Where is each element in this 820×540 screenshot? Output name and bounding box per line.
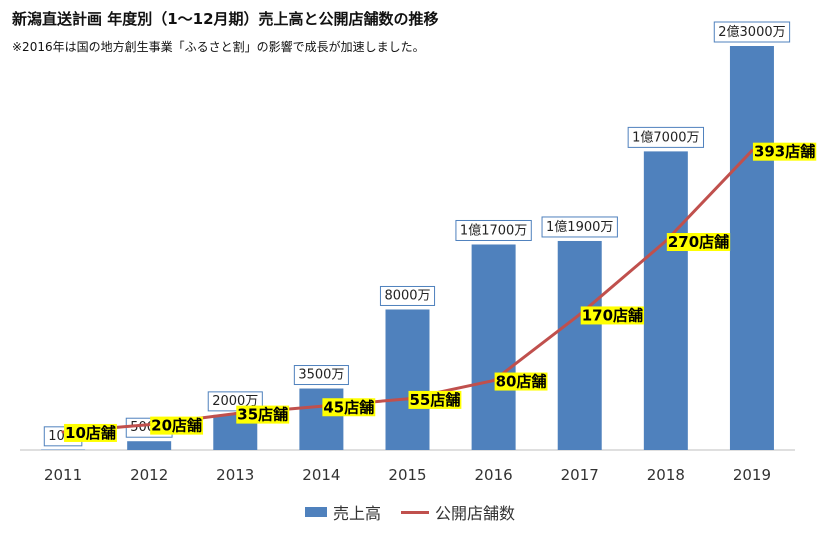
chart-subtitle: ※2016年は国の地方創生事業「ふるさと割」の影響で成長が加速しました。 <box>12 40 425 54</box>
point-stores-2017 <box>578 312 582 316</box>
point-stores-2014 <box>319 404 323 408</box>
legend: 売上高 公開店舗数 <box>0 500 820 524</box>
bar-sales-2012 <box>127 441 172 450</box>
line-label-stores-2011: 10店舗 <box>65 424 116 442</box>
x-tick-label-2013: 2013 <box>216 466 254 484</box>
legend-item-stores: 公開店舗数 <box>401 500 515 524</box>
bar-label-box-2016 <box>455 219 532 241</box>
bar-label-sales-2019: 2億3000万 <box>718 24 785 40</box>
line-label-highlight-2013 <box>236 405 290 424</box>
line-label-highlight-2016 <box>494 372 548 391</box>
x-tick-label-2014: 2014 <box>302 466 340 484</box>
bar-label-box-2014 <box>293 365 349 386</box>
bar-label-box-2018 <box>627 126 705 148</box>
bar-label-sales-2016: 1億1700万 <box>460 222 527 238</box>
chart-title: 新潟直送計画 年度別（1〜12月期）売上高と公開店舗数の推移 <box>12 10 439 28</box>
x-tick-label-2011: 2011 <box>44 466 82 484</box>
line-label-stores-2016: 80店舗 <box>496 373 547 391</box>
x-tick-label-2018: 2018 <box>647 466 685 484</box>
line-label-highlight-2015 <box>408 390 462 409</box>
line-label-highlight-2014 <box>322 398 376 417</box>
x-tick-label-2015: 2015 <box>388 466 426 484</box>
bar-sales-2019 <box>729 46 774 450</box>
bar-label-sales-2015: 8000万 <box>384 288 430 303</box>
line-label-highlight-2017 <box>580 306 645 325</box>
line-label-stores-2012: 20店舗 <box>151 417 202 435</box>
bar-label-sales-2018: 1億7000万 <box>632 129 699 145</box>
x-tick-label-2016: 2016 <box>475 466 513 484</box>
bar-sales-2015 <box>385 309 430 450</box>
line-label-highlight-2019 <box>752 142 817 161</box>
legend-label-stores: 公開店舗数 <box>435 504 516 523</box>
line-label-stores-2014: 45店舗 <box>323 398 374 416</box>
line-label-stores-2017: 170店舗 <box>582 306 643 324</box>
legend-item-sales: 売上高 <box>304 500 381 524</box>
bar-label-box-2015 <box>379 285 436 306</box>
bar-label-sales-2014: 3500万 <box>298 368 344 383</box>
line-label-stores-2015: 55店舗 <box>410 391 461 409</box>
line-label-stores-2019: 393店舗 <box>754 143 815 161</box>
point-stores-2013 <box>233 412 237 416</box>
point-stores-2012 <box>147 423 151 427</box>
bar-label-box-2017 <box>541 216 618 238</box>
bar-sales-2018 <box>643 151 688 451</box>
line-label-highlight-2011 <box>64 423 117 442</box>
bar-label-sales-2013: 2000万 <box>212 394 258 409</box>
bar-label-box-2019 <box>713 21 791 43</box>
point-stores-2011 <box>61 430 65 434</box>
legend-swatch-sales <box>304 507 327 517</box>
point-stores-2015 <box>406 397 409 401</box>
line-label-stores-2018: 270店舗 <box>668 233 729 251</box>
line-label-highlight-2018 <box>666 233 731 252</box>
bar-label-sales-2017: 1億1900万 <box>546 219 613 235</box>
x-tick-label-2019: 2019 <box>733 466 771 484</box>
x-tick-label-2017: 2017 <box>561 466 599 484</box>
bar-sales-2016 <box>471 244 516 450</box>
point-stores-2018 <box>664 239 668 243</box>
bar-sales-2017 <box>557 240 602 450</box>
bar-sales-2011 <box>41 449 86 450</box>
line-label-stores-2013: 35店舗 <box>237 406 288 424</box>
x-tick-label-2012: 2012 <box>130 466 168 484</box>
legend-swatch-stores <box>401 510 429 514</box>
line-label-highlight-2012 <box>150 416 204 435</box>
point-stores-2016 <box>492 379 496 383</box>
point-stores-2019 <box>750 149 754 153</box>
legend-label-sales: 売上高 <box>332 504 381 523</box>
